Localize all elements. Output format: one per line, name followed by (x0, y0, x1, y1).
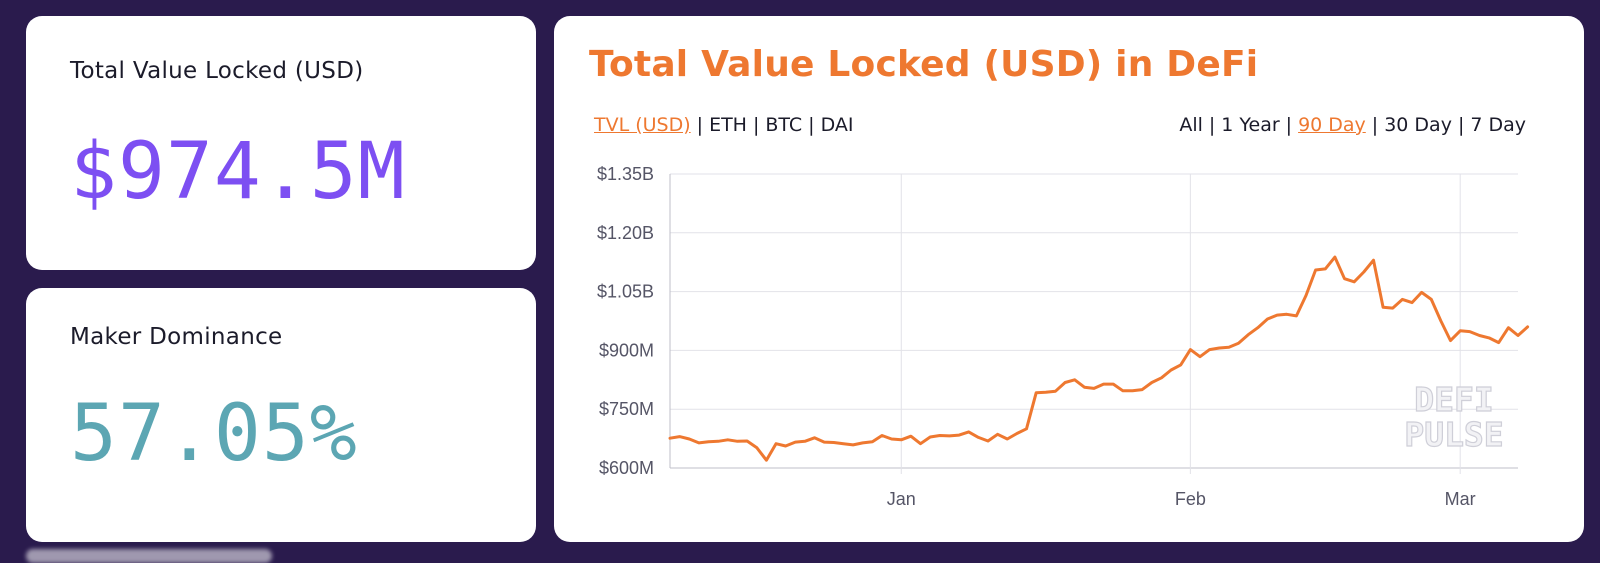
x-tick-label: Jan (887, 489, 916, 509)
x-tick-label: Feb (1175, 489, 1206, 509)
separator: | (1457, 114, 1465, 136)
y-tick-label: $750M (599, 399, 654, 419)
y-tick-label: $1.35B (597, 164, 654, 184)
separator: | (752, 114, 760, 136)
y-tick-label: $900M (599, 340, 654, 360)
range-option-90-day[interactable]: 90 Day (1298, 114, 1366, 136)
tvl-card: Total Value Locked (USD) $974.5M (26, 16, 536, 270)
separator: | (1285, 114, 1293, 136)
range-option-7-day[interactable]: 7 Day (1470, 114, 1526, 136)
y-tick-label: $600M (599, 458, 654, 478)
series-line (668, 255, 1530, 462)
watermark-text: DEFI (1414, 380, 1493, 419)
maker-dominance-value: 57.05% (70, 389, 358, 479)
maker-dominance-card: Maker Dominance 57.05% (26, 288, 536, 542)
separator: | (808, 114, 815, 136)
x-tick-label: Mar (1445, 489, 1476, 509)
y-tick-label: $1.20B (597, 223, 654, 243)
tvl-chart-card: Total Value Locked (USD) in DeFi TVL (US… (554, 16, 1584, 542)
separator: | (1208, 114, 1216, 136)
currency-option-tvl-usd[interactable]: TVL (USD) (594, 114, 691, 136)
y-tick-label: $1.05B (597, 282, 654, 302)
maker-dominance-label: Maker Dominance (70, 324, 283, 350)
range-option-1-year[interactable]: 1 Year (1221, 114, 1280, 136)
watermark-text: PULSE (1404, 415, 1503, 454)
range-option-30-day[interactable]: 30 Day (1384, 114, 1452, 136)
tvl-line-chart: $600M $750M $900M $1.05B $1.20B $1.35B Jan Feb M… (597, 164, 1530, 509)
currency-option-btc[interactable]: BTC (765, 114, 803, 136)
range-toggle: All | 1 Year | 90 Day | 30 Day | 7 Day (1179, 114, 1526, 136)
range-option-all[interactable]: All (1179, 114, 1203, 136)
currency-option-dai[interactable]: DAI (820, 114, 854, 136)
partially-visible-card (26, 549, 272, 563)
tvl-label: Total Value Locked (USD) (70, 58, 364, 84)
tvl-value: $974.5M (70, 127, 406, 217)
chart-title: Total Value Locked (USD) in DeFi (589, 44, 1259, 85)
separator: | (696, 114, 704, 136)
currency-toggle: TVL (USD) | ETH | BTC | DAI (594, 114, 853, 136)
currency-option-eth[interactable]: ETH (709, 114, 747, 136)
separator: | (1371, 114, 1379, 136)
